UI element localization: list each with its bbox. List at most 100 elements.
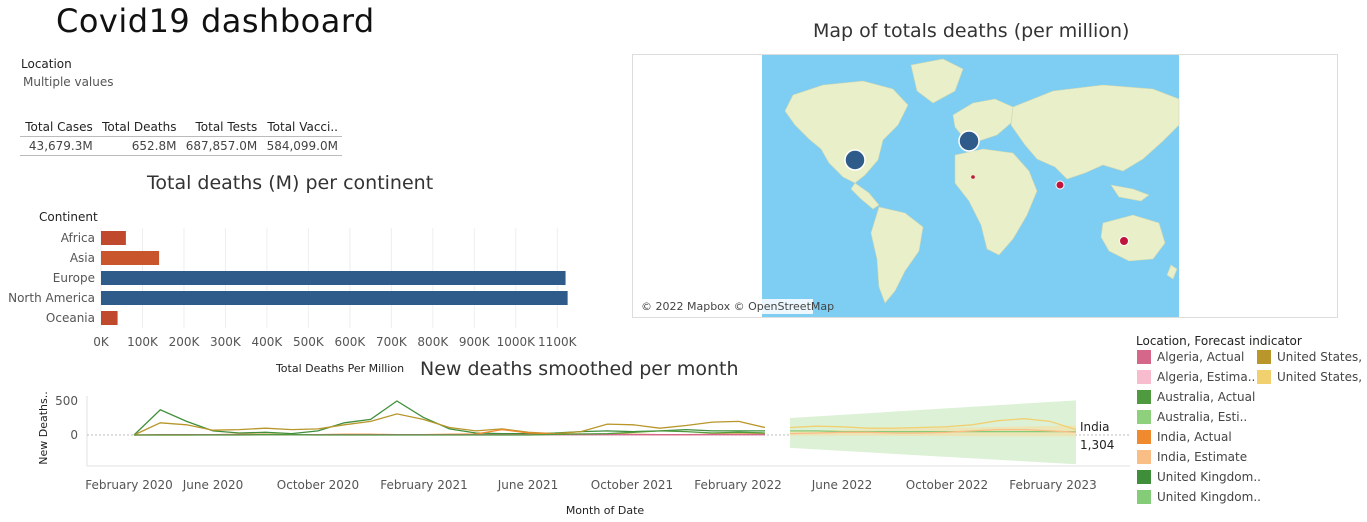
line-x-tick-label: October 2020 — [277, 478, 359, 492]
bar-category-label: Europe — [53, 271, 95, 285]
bar-x-tick-label: 400K — [252, 335, 284, 349]
legend-swatch — [1257, 350, 1271, 364]
bar-africa[interactable] — [101, 231, 126, 245]
line-x-tick-label: February 2023 — [1009, 478, 1097, 492]
line-x-tick-label: June 2022 — [811, 478, 873, 492]
legend-label: India, Estimate — [1157, 450, 1248, 464]
legend-item[interactable]: United Kingdom.. — [1137, 490, 1261, 504]
legend-label: Australia, Actual — [1157, 390, 1256, 404]
bar-category-label: Africa — [61, 231, 95, 245]
legend-swatch — [1137, 430, 1151, 444]
bar-north-america[interactable] — [101, 291, 568, 305]
bar-x-axis-label: Total Deaths Per Million — [275, 362, 404, 375]
kpi-value-total-cases: 43,679.3M — [20, 136, 97, 156]
legend-swatch — [1137, 450, 1151, 464]
line-united-states-actual[interactable] — [133, 413, 766, 436]
bar-x-tick-label: 1100K — [538, 335, 578, 349]
legend-item[interactable]: India, Actual — [1137, 430, 1232, 444]
bar-chart-title: Total deaths (M) per continent — [147, 172, 434, 194]
legend-label: Algeria, Actual — [1157, 350, 1245, 364]
bar-rows: Africa Asia Europe North America Oceania — [8, 231, 568, 325]
bar-category-label: Asia — [70, 251, 95, 265]
legend-label: United Kingdom.. — [1157, 490, 1261, 504]
legend-swatch — [1137, 370, 1151, 384]
line-y-ticks: 0 500 — [55, 394, 78, 442]
bar-x-ticks: 0K 100K 200K 300K 400K 500K 600K 700K 800K 900K 10… — [93, 335, 577, 349]
legend-label: India, Actual — [1157, 430, 1232, 444]
legend-swatch — [1137, 470, 1151, 484]
bar-x-tick-label: 100K — [127, 335, 159, 349]
line-x-tick-label: June 2020 — [182, 478, 244, 492]
kpi-table: Total Cases Total Deaths Total Tests Tot… — [20, 118, 342, 156]
bar-oceania[interactable] — [101, 311, 118, 325]
map-attribution: © 2022 Mapbox © OpenStreetMap — [641, 300, 834, 313]
bar-x-tick-label: 0K — [93, 335, 110, 349]
legend-label: United Kingdom.. — [1157, 470, 1261, 484]
line-x-tick-label: February 2020 — [85, 478, 173, 492]
legend-swatch — [1137, 350, 1151, 364]
legend-item[interactable]: Australia, Actual — [1137, 390, 1255, 404]
map-frame: © 2022 Mapbox © OpenStreetMap — [632, 54, 1338, 318]
map-title: Map of totals deaths (per million) — [813, 20, 1130, 42]
bar-x-tick-label: 900K — [459, 335, 491, 349]
line-india-estimate[interactable] — [789, 428, 1077, 435]
legend-label: Algeria, Estima.. — [1157, 370, 1256, 384]
map-points — [844, 130, 1129, 246]
location-filter-label: Location — [21, 57, 72, 71]
kpi-value-total-vaccinations: 584,099.0M — [261, 136, 342, 156]
world-map[interactable]: © 2022 Mapbox © OpenStreetMap — [633, 55, 1337, 317]
line-series — [133, 400, 1077, 436]
kpi-value-total-tests: 687,857.0M — [180, 136, 262, 156]
map-point-australia[interactable] — [1119, 236, 1129, 246]
bar-x-tick-label: 1000K — [497, 335, 537, 349]
legend-item[interactable]: United States, .. — [1257, 350, 1367, 364]
legend-title: Location, Forecast indicator — [1136, 334, 1302, 348]
kpi-header-total-cases: Total Cases — [20, 118, 97, 137]
line-x-tick-label: October 2021 — [591, 478, 673, 492]
bar-x-tick-label: 500K — [293, 335, 325, 349]
line-x-tick-label: October 2022 — [906, 478, 988, 492]
legend-item[interactable]: United States, .. — [1257, 370, 1367, 384]
map-point-united-kingdom[interactable] — [958, 130, 980, 152]
bar-x-tick-label: 300K — [210, 335, 242, 349]
legend-swatch — [1137, 390, 1151, 404]
line-x-tick-label: June 2021 — [497, 478, 559, 492]
map-point-india[interactable] — [1055, 180, 1065, 190]
forecast-band-inner — [790, 425, 1076, 437]
legend-item[interactable]: Algeria, Actual — [1137, 350, 1244, 364]
legend-label: United States, .. — [1277, 370, 1367, 384]
bar-x-tick-label: 200K — [169, 335, 201, 349]
location-filter-value[interactable]: Multiple values — [23, 75, 114, 89]
bar-x-tick-label: 600K — [334, 335, 366, 349]
line-australia-actual[interactable] — [134, 430, 766, 436]
bar-chart: Continent Africa Asia Europe North America O… — [8, 210, 577, 375]
kpi-header-total-tests: Total Tests — [180, 118, 262, 137]
legend-item[interactable]: India, Estimate — [1137, 450, 1247, 464]
legend-item[interactable]: Algeria, Estima.. — [1137, 370, 1255, 384]
legend-item[interactable]: United Kingdom.. — [1137, 470, 1261, 484]
map-point-algeria[interactable] — [971, 175, 975, 179]
map-attribution-bg — [639, 299, 813, 314]
bar-x-tick-label: 800K — [417, 335, 449, 349]
line-y-axis-label: New Deaths.. — [37, 391, 50, 464]
line-x-tick-label: February 2021 — [380, 478, 468, 492]
legend: Algeria, Actual Algeria, Estima.. Australi… — [1137, 350, 1367, 510]
legend-label: United States, .. — [1277, 350, 1367, 364]
map-point-united-states[interactable] — [844, 149, 866, 171]
line-y-tick-label: 500 — [55, 394, 78, 408]
line-chart: New Deaths.. February 2020 June 2020 Octob… — [37, 391, 1130, 517]
line-united-kingdom-estimate[interactable] — [790, 430, 1076, 433]
legend-item[interactable]: Australia, Esti.. — [1137, 410, 1247, 424]
legend-label: Australia, Esti.. — [1157, 410, 1248, 424]
bar-asia[interactable] — [101, 251, 160, 265]
bar-category-label: Oceania — [46, 311, 95, 325]
bar-europe[interactable] — [101, 271, 566, 285]
line-x-tick-label: February 2022 — [694, 478, 782, 492]
bar-x-tick-label: 700K — [376, 335, 408, 349]
line-x-ticks: February 2020 June 2020 October 2020 Februa… — [85, 478, 1097, 492]
bar-category-header: Continent — [39, 210, 98, 224]
dashboard-title: Covid19 dashboard — [56, 2, 375, 40]
kpi-value-total-deaths: 652.8M — [96, 136, 181, 156]
line-united-states-estimate[interactable] — [789, 418, 1077, 431]
kpi-header-total-vaccinations: Total Vacci.. — [261, 118, 342, 137]
